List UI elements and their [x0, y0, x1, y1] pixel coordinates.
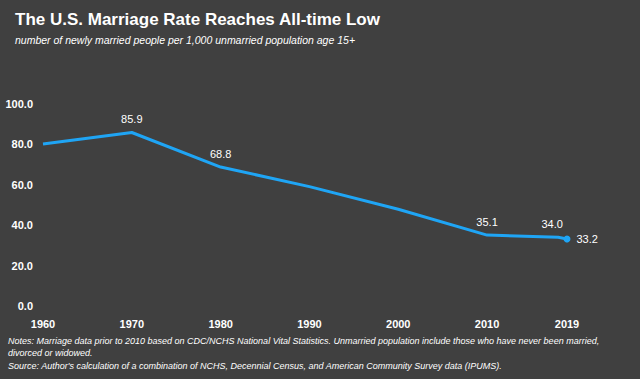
svg-text:0.0: 0.0: [18, 300, 33, 312]
svg-text:80.0: 80.0: [12, 138, 33, 150]
svg-text:33.2: 33.2: [577, 233, 598, 245]
svg-text:divorced or widowed.: divorced or widowed.: [8, 348, 93, 358]
svg-text:35.1: 35.1: [476, 216, 497, 228]
svg-text:20.0: 20.0: [12, 260, 33, 272]
svg-text:1990: 1990: [297, 318, 321, 330]
svg-text:number of newly married people: number of newly married people per 1,000…: [15, 34, 355, 46]
svg-text:2000: 2000: [386, 318, 410, 330]
svg-text:Source: Author's calculation o: Source: Author's calculation of a combin…: [8, 361, 502, 371]
svg-text:1960: 1960: [31, 318, 55, 330]
svg-text:2010: 2010: [475, 318, 499, 330]
svg-text:Notes: Marriage data prior to: Notes: Marriage data prior to 2010 based…: [8, 336, 602, 346]
svg-text:60.0: 60.0: [12, 179, 33, 191]
svg-text:85.9: 85.9: [121, 113, 142, 125]
svg-text:68.8: 68.8: [210, 148, 231, 160]
svg-text:The U.S. Marriage Rate Reaches: The U.S. Marriage Rate Reaches All-time …: [15, 10, 381, 29]
svg-text:2019: 2019: [555, 318, 579, 330]
svg-text:1980: 1980: [208, 318, 232, 330]
svg-text:1970: 1970: [120, 318, 144, 330]
svg-text:34.0: 34.0: [541, 218, 562, 230]
svg-text:40.0: 40.0: [12, 219, 33, 231]
svg-text:100.0: 100.0: [5, 98, 33, 110]
